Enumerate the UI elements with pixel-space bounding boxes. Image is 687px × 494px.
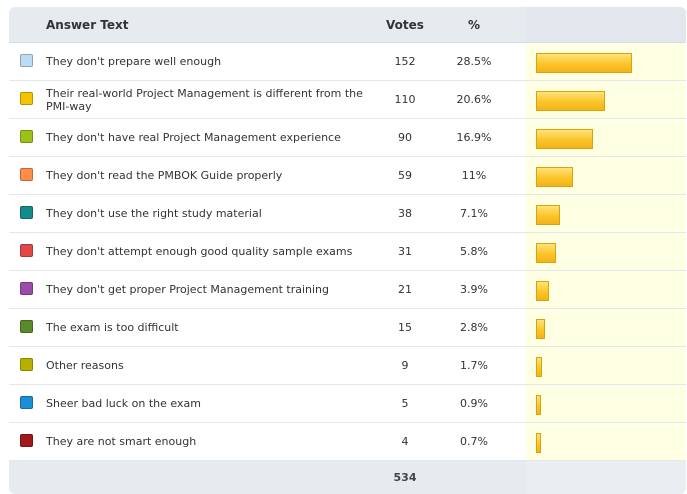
result-bar [536,433,541,453]
answer-color-swatch [20,130,33,143]
bar-column-cell [526,271,686,308]
bar-column-cell [526,347,686,384]
answer-color-swatch [20,434,33,447]
column-header-answer-text: Answer Text [46,18,129,32]
answer-color-swatch [20,282,33,295]
table-row: They don't have real Project Management … [9,119,686,157]
result-bar [536,205,560,225]
answer-percent: 16.9% [456,131,492,144]
result-bar [536,357,542,377]
footer-bar-column [526,461,686,494]
answer-votes: 38 [398,207,412,220]
table-row: The exam is too difficult 15 2.8% [9,309,686,347]
answer-text: They don't use the right study material [46,207,262,220]
answer-votes: 90 [398,131,412,144]
table-row: They don't get proper Project Management… [9,271,686,309]
table-row: They don't prepare well enough 152 28.5% [9,43,686,81]
answer-color-swatch [20,320,33,333]
table-row: Sheer bad luck on the exam 5 0.9% [9,385,686,423]
answer-votes: 59 [398,169,412,182]
result-bar [536,129,593,149]
answer-color-swatch [20,92,33,105]
answer-votes: 31 [398,245,412,258]
answer-text: Other reasons [46,359,124,372]
answer-color-swatch [20,396,33,409]
answer-color-swatch [20,206,33,219]
answer-percent: 5.8% [460,245,488,258]
poll-results-table: Answer Text Votes % They don't prepare w… [9,7,686,494]
result-bar [536,243,556,263]
result-bar [536,91,605,111]
answer-text: Their real-world Project Management is d… [46,86,363,113]
answer-text: They don't have real Project Management … [46,131,341,144]
answer-color-swatch [20,358,33,371]
bar-column-cell [526,423,686,460]
answer-text: They don't prepare well enough [46,55,222,68]
table-footer: 534 [9,461,686,494]
column-header-votes: Votes [386,18,424,32]
answer-votes: 152 [394,55,416,68]
result-bar [536,281,549,301]
answer-percent: 0.9% [460,397,488,410]
table-row: Other reasons 9 1.7% [9,347,686,385]
answer-votes: 5 [401,397,409,410]
answer-votes: 4 [401,435,409,448]
answer-percent: 2.8% [460,321,488,334]
answer-percent: 11% [461,169,487,182]
answer-color-swatch [20,244,33,257]
answer-votes: 110 [394,93,416,106]
answer-votes: 21 [398,283,412,296]
table-header: Answer Text Votes % [9,7,686,43]
total-votes: 534 [393,471,417,484]
result-bar [536,53,632,73]
result-bar [536,395,541,415]
bar-column-cell [526,309,686,346]
answer-percent: 7.1% [460,207,488,220]
answer-text: They don't attempt enough good quality s… [46,245,353,258]
answer-percent: 20.6% [456,93,492,106]
answer-percent: 28.5% [456,55,492,68]
bar-column-cell [526,385,686,422]
result-bar [536,167,573,187]
table-row: They don't read the PMBOK Guide properly… [9,157,686,195]
answer-text: Sheer bad luck on the exam [46,397,201,410]
column-header-percent: % [467,18,481,32]
result-bar [536,319,545,339]
answer-votes: 15 [398,321,412,334]
answer-color-swatch [20,54,33,67]
answer-text: They are not smart enough [46,435,197,448]
answer-votes: 9 [401,359,409,372]
header-bar-column [526,7,686,42]
answer-percent: 3.9% [460,283,488,296]
answer-color-swatch [20,168,33,181]
answer-percent: 0.7% [460,435,488,448]
table-row: They are not smart enough 4 0.7% [9,423,686,461]
answer-percent: 1.7% [460,359,488,372]
table-row: They don't use the right study material 3… [9,195,686,233]
answer-text: They don't get proper Project Management… [46,283,330,296]
answer-text: The exam is too difficult [46,321,179,334]
table-row: They don't attempt enough good quality s… [9,233,686,271]
answer-text: They don't read the PMBOK Guide properly [46,169,283,182]
answer-rows: They don't prepare well enough 152 28.5% Th… [9,43,686,461]
table-row: Their real-world Project Management is d… [9,81,686,119]
